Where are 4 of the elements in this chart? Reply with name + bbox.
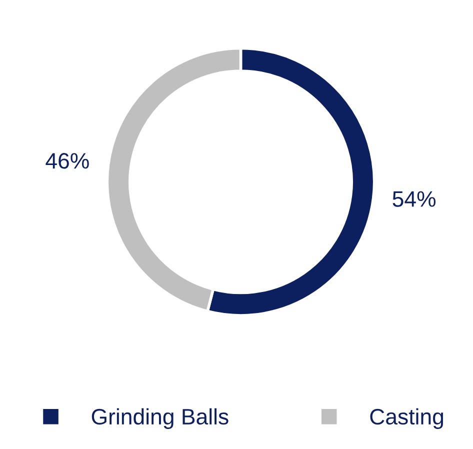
data-label: 46% <box>46 152 89 169</box>
data-label: 54% <box>392 191 436 207</box>
legend-label: Grinding Balls <box>92 408 228 429</box>
legend-label: Casting <box>370 408 444 429</box>
